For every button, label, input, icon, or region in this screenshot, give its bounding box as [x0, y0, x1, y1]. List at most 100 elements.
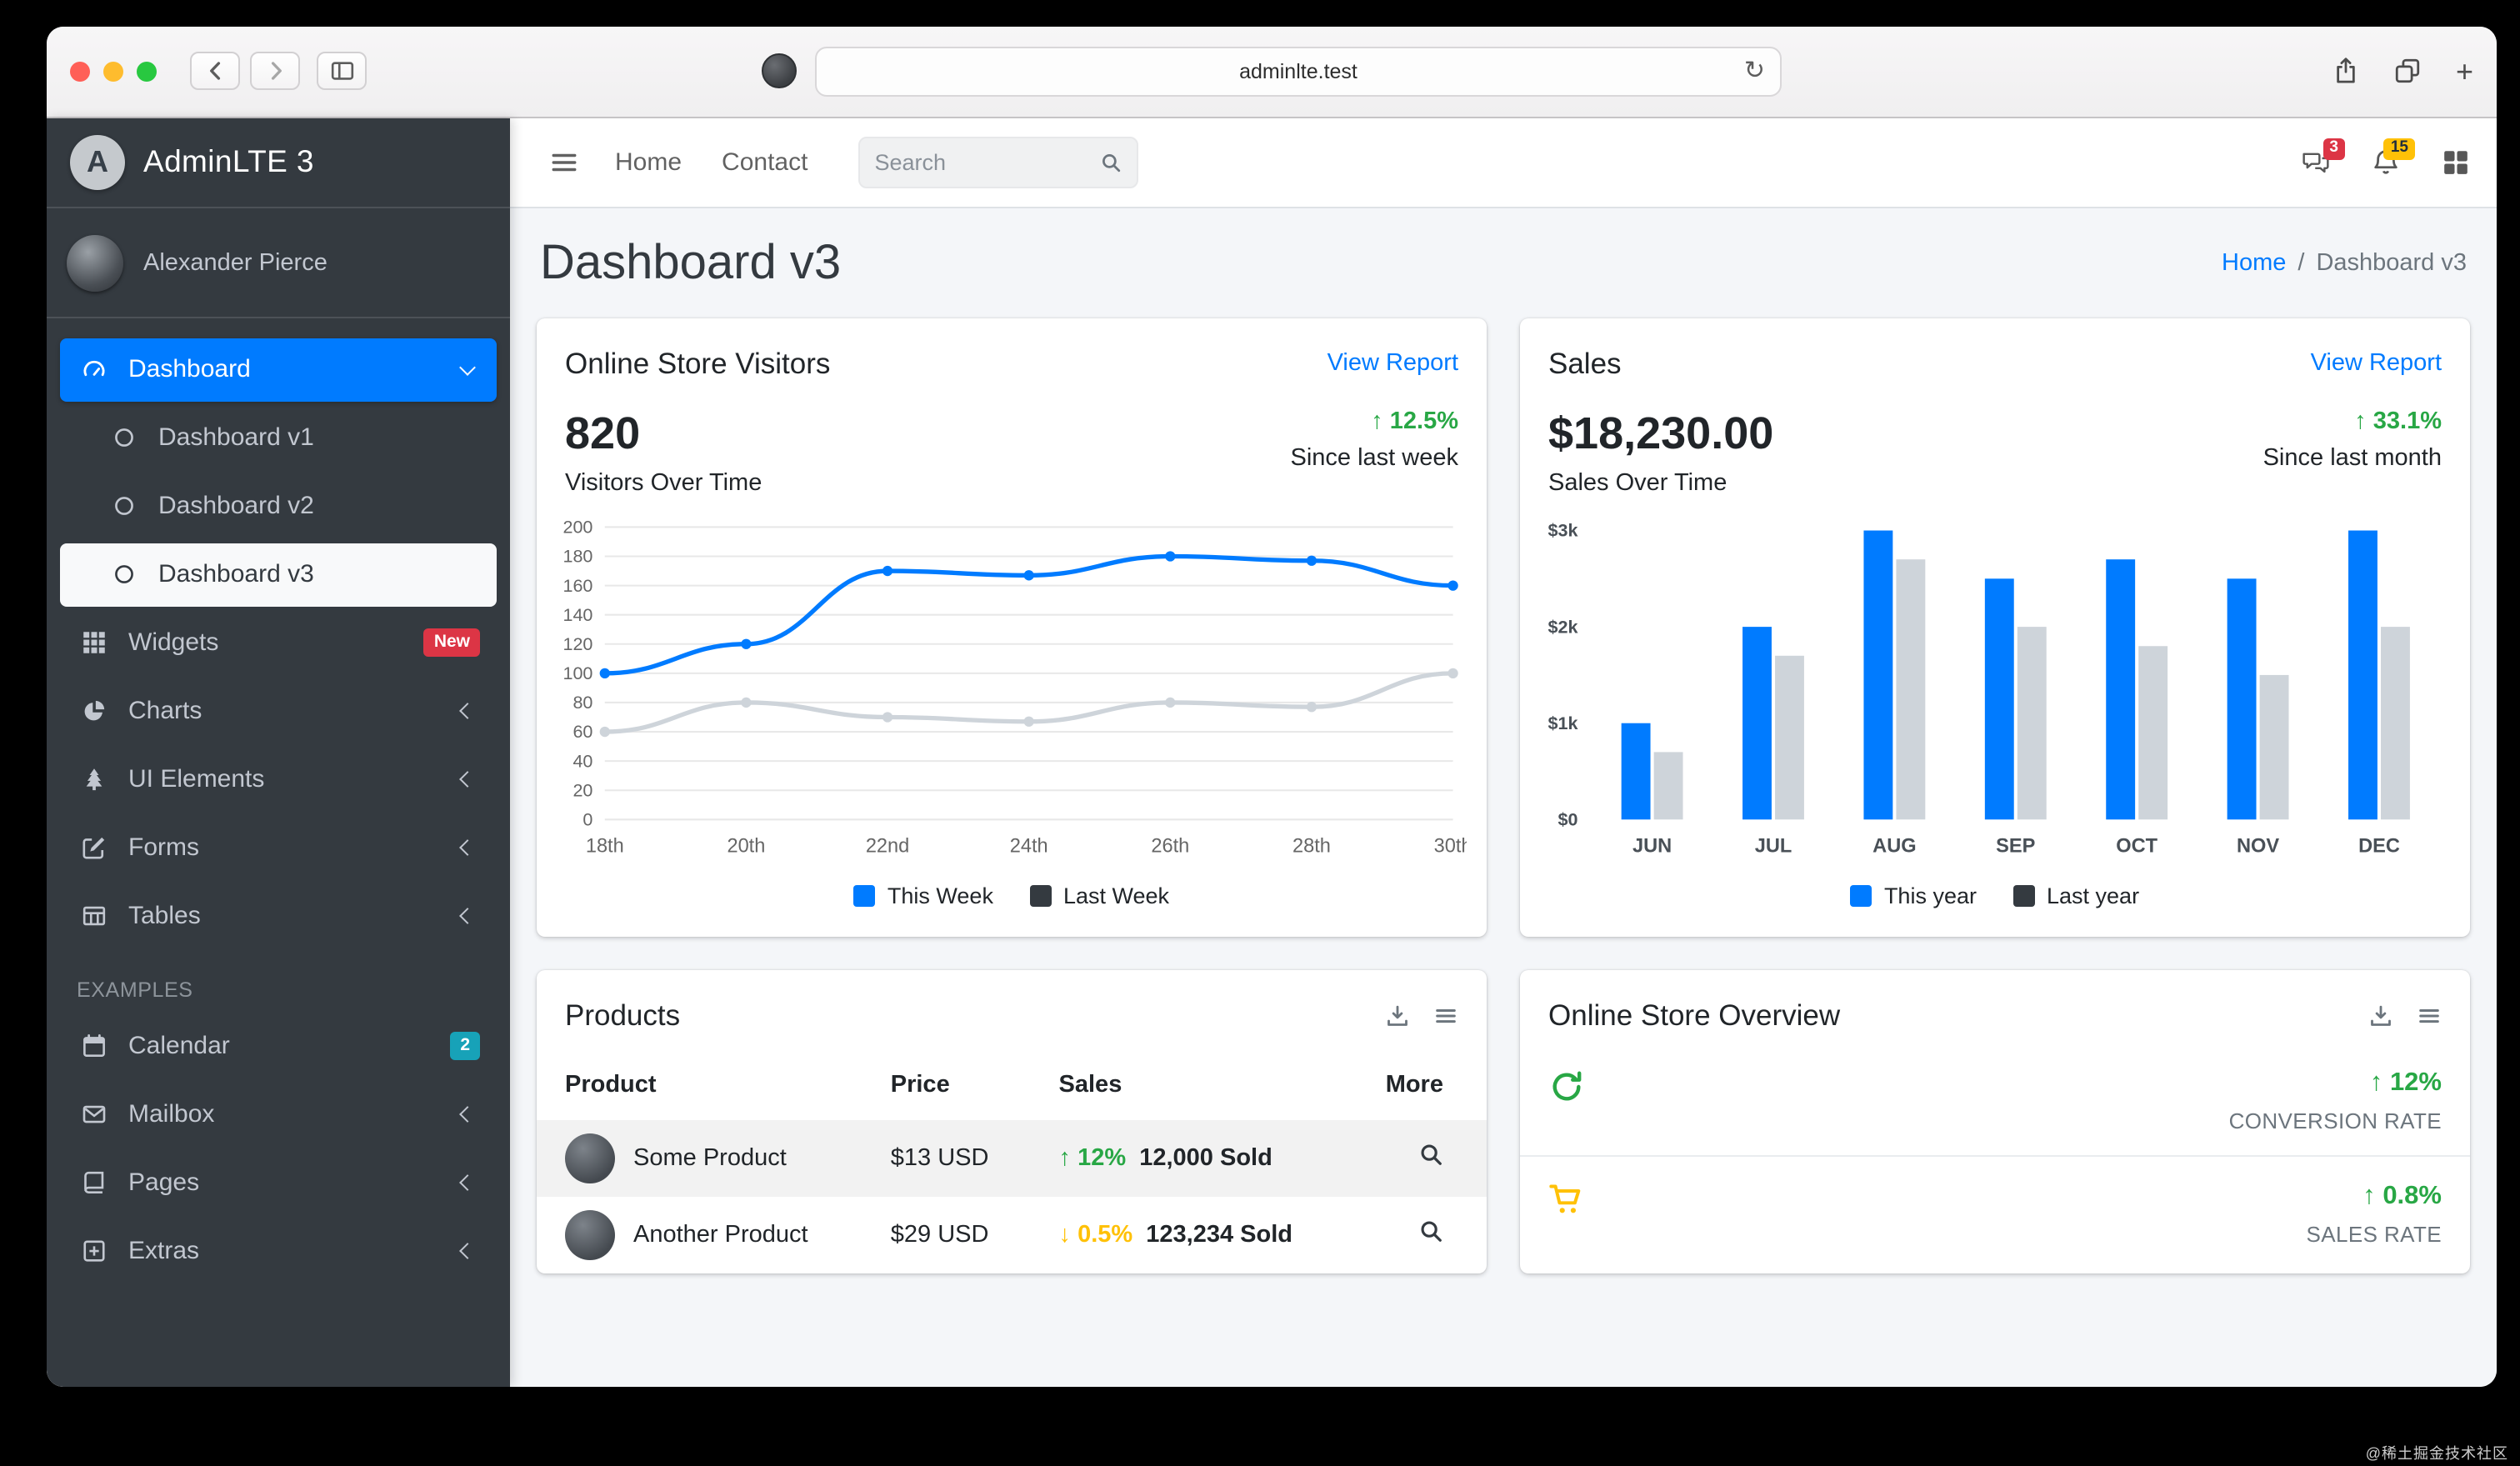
navbar-link-contact[interactable]: Contact: [722, 148, 808, 176]
svg-text:24th: 24th: [1010, 833, 1048, 855]
sidebar: A AdminLTE 3 Alexander Pierce Dashboard: [47, 118, 510, 1386]
calendar-icon: [77, 1033, 110, 1058]
chevron-left-icon: [459, 908, 476, 924]
toolbar-right: +: [2332, 56, 2473, 86]
product-search-button[interactable]: [1418, 1143, 1443, 1168]
list-icon[interactable]: [2417, 1003, 2442, 1028]
user-name[interactable]: Alexander Pierce: [143, 249, 328, 276]
content-header: Dashboard v3 Home / Dashboard v3: [540, 236, 2467, 291]
close-window-button[interactable]: [70, 61, 90, 81]
sidebar-item-calendar[interactable]: Calendar 2: [60, 1014, 497, 1078]
product-name: Some Product: [633, 1144, 787, 1172]
sales-legend: This year Last year: [1520, 863, 2470, 937]
arrow-up-icon: ↑: [2369, 1068, 2383, 1097]
svg-text:100: 100: [562, 663, 592, 683]
grid-icon: [77, 630, 110, 655]
legend-this-week[interactable]: This Week: [853, 883, 993, 908]
notifications-badge: 15: [2383, 138, 2415, 160]
circle-icon: [107, 562, 140, 587]
url-field[interactable]: adminlte.test ↻: [815, 46, 1782, 96]
minimize-window-button[interactable]: [103, 61, 123, 81]
svg-text:JUN: JUN: [1632, 833, 1672, 855]
brand-link[interactable]: A AdminLTE 3: [47, 118, 510, 208]
list-icon[interactable]: [1433, 1003, 1458, 1028]
search-input[interactable]: [874, 149, 1090, 174]
chevron-left-icon: [459, 839, 476, 856]
arrow-up-icon: ↑: [2354, 408, 2367, 434]
card-title: Products: [565, 998, 681, 1032]
view-report-link[interactable]: View Report: [2310, 350, 2442, 377]
svg-text:$1k: $1k: [1548, 713, 1578, 733]
breadcrumb-separator: /: [2298, 250, 2305, 277]
book-icon: [77, 1170, 110, 1195]
notifications-button[interactable]: 15: [2372, 138, 2415, 176]
brand-logo-icon: A: [70, 134, 125, 189]
breadcrumb-home-link[interactable]: Home: [2222, 250, 2287, 277]
sidebar-item-dashboard-v1[interactable]: Dashboard v1: [60, 406, 497, 469]
product-search-button[interactable]: [1418, 1219, 1443, 1244]
sidebar-item-mailbox[interactable]: Mailbox: [60, 1083, 497, 1146]
zoom-window-button[interactable]: [137, 61, 157, 81]
back-button[interactable]: [190, 52, 240, 90]
svg-text:26th: 26th: [1151, 833, 1189, 855]
user-avatar[interactable]: [67, 234, 123, 291]
svg-text:0: 0: [582, 809, 592, 829]
legend-last-week[interactable]: Last Week: [1029, 883, 1170, 908]
sidebar-item-ui-elements[interactable]: UI Elements: [60, 748, 497, 811]
download-icon[interactable]: [2368, 1003, 2393, 1028]
sidebar-item-forms[interactable]: Forms: [60, 816, 497, 879]
svg-text:SEP: SEP: [1996, 833, 2035, 855]
view-report-link[interactable]: View Report: [1327, 350, 1458, 377]
sidebar-item-label: Forms: [128, 833, 199, 862]
download-icon[interactable]: [1385, 1003, 1410, 1028]
sidebar-item-label: Calendar: [128, 1032, 230, 1060]
conversion-delta: ↑ 12%: [2369, 1068, 2442, 1097]
legend-last-year[interactable]: Last year: [2013, 883, 2139, 908]
control-sidebar-button[interactable]: [2442, 148, 2470, 176]
arrow-up-icon: ↑: [1371, 408, 1383, 434]
forward-button[interactable]: [250, 52, 300, 90]
units-sold: 12,000 Sold: [1139, 1144, 1272, 1172]
sidebar-item-tables[interactable]: Tables: [60, 884, 497, 948]
sales-bar-chart: $0 $1k $2k $3k JUN JUL AUG SEP OCT NOV DEC: [1548, 520, 2410, 855]
traffic-lights: [70, 61, 157, 81]
arrow-up-icon: ↑: [1058, 1144, 1072, 1172]
sidebar-item-extras[interactable]: Extras: [60, 1219, 497, 1283]
history-nav: [190, 52, 300, 90]
messages-button[interactable]: 3: [2302, 138, 2345, 176]
menu-toggle-button[interactable]: [537, 138, 592, 186]
sidebar-item-dashboard[interactable]: Dashboard: [60, 338, 497, 401]
sidebar-item-widgets[interactable]: Widgets New: [60, 611, 497, 674]
breadcrumb: Home / Dashboard v3: [2222, 250, 2467, 277]
extension-icon[interactable]: [762, 53, 797, 88]
svg-text:$0: $0: [1558, 809, 1578, 829]
navbar-link-home[interactable]: Home: [615, 148, 682, 176]
sidebar-item-charts[interactable]: Charts: [60, 679, 497, 743]
reload-icon[interactable]: ↻: [1743, 56, 1765, 84]
tab-overview-icon[interactable]: [2394, 57, 2422, 85]
sidebar-item-dashboard-v2[interactable]: Dashboard v2: [60, 474, 497, 538]
sidebar-item-label: Dashboard v3: [158, 560, 314, 588]
watermark: @稀土掘金技术社区: [2365, 1444, 2508, 1461]
products-table: Product Price Sales More Some Product: [537, 1050, 1487, 1273]
overview-row-sales-rate: ↑ 0.8% SALES RATE: [1520, 1157, 2470, 1268]
search-icon[interactable]: [1099, 151, 1121, 173]
plus-square-icon: [77, 1238, 110, 1263]
legend-this-year[interactable]: This year: [1850, 883, 1977, 908]
envelope-icon: [77, 1102, 110, 1127]
svg-text:160: 160: [562, 575, 592, 595]
sales-rate-delta: ↑ 0.8%: [2362, 1181, 2442, 1210]
new-tab-button[interactable]: +: [2455, 54, 2473, 88]
user-panel: Alexander Pierce: [47, 208, 510, 318]
sidebar-item-dashboard-v3[interactable]: Dashboard v3: [60, 543, 497, 606]
content: Dashboard v3 Home / Dashboard v3 Online …: [510, 208, 2497, 1386]
cards-row-2: Products Product Price: [537, 969, 2470, 1273]
sidebar-toggle-button[interactable]: [317, 52, 367, 90]
sales-caption: Sales Over Time: [1548, 469, 1728, 497]
breadcrumb-current: Dashboard v3: [2316, 250, 2467, 277]
share-icon[interactable]: [2332, 57, 2361, 85]
sidebar-item-pages[interactable]: Pages: [60, 1151, 497, 1214]
arrow-up-icon: ↑: [2362, 1181, 2376, 1210]
tachometer-icon: [77, 357, 110, 382]
legend-label: Last Week: [1062, 883, 1170, 908]
